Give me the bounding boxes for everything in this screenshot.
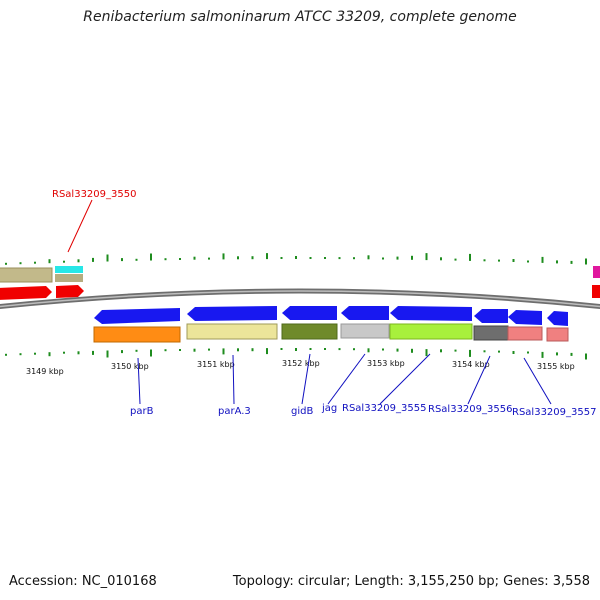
leader-line-parB xyxy=(137,357,141,405)
forward-cds-right xyxy=(592,285,600,298)
kbp-label: 3151 kbp xyxy=(197,360,235,369)
gene-label-RSal33209_3557[interactable]: RSal33209_3557 xyxy=(512,407,596,418)
map-title: Renibacterium salmoninarum ATCC 33209, c… xyxy=(83,9,517,25)
kbp-label: 3154 kbp xyxy=(452,360,490,369)
cog-bar-pink xyxy=(507,326,543,341)
kbp-label: 3153 kbp xyxy=(367,359,405,368)
kbp-label: 3149 kbp xyxy=(26,367,64,376)
gc-skew-ticks-inner xyxy=(5,348,587,360)
leader-line-3555 xyxy=(379,353,431,405)
leader-line-3550 xyxy=(67,199,93,253)
gene-label-RSal33209_3550[interactable]: RSal33209_3550 xyxy=(52,189,136,200)
leader-line-gidB xyxy=(301,353,311,405)
gene-label-gidB[interactable]: gidB xyxy=(291,406,313,417)
cog-bar-cyan-left xyxy=(55,266,83,273)
cog-bar-silver xyxy=(340,323,390,339)
gc-skew-ticks-outer xyxy=(5,253,587,265)
cog-bar-magenta-right xyxy=(593,266,600,278)
reverse-cds-3557 xyxy=(508,310,542,325)
forward-cds-left-2 xyxy=(56,285,84,298)
reverse-cds-gidB xyxy=(282,306,337,320)
gene-label-jag[interactable]: jag xyxy=(321,403,337,414)
cog-bar-olive-left xyxy=(0,267,53,283)
genome-backbone-highlight xyxy=(0,290,600,308)
kbp-label: 3150 kbp xyxy=(111,362,149,371)
reverse-cds-parA3 xyxy=(187,306,277,321)
leader-line-jag xyxy=(327,353,366,405)
reverse-cds-jag xyxy=(341,306,389,320)
gene-label-parB[interactable]: parB xyxy=(130,406,154,417)
accession-text: Accession: NC_010168 xyxy=(9,574,157,589)
cog-bar-darkgray xyxy=(473,325,509,341)
reverse-cds-3555 xyxy=(390,306,472,321)
leader-line-parA3 xyxy=(232,354,235,405)
gene-label-parA3[interactable]: parA.3 xyxy=(218,406,251,417)
reverse-cds-3556 xyxy=(474,309,508,323)
cog-bar-pink-right xyxy=(546,327,569,342)
gene-label-RSal33209_3556[interactable]: RSal33209_3556 xyxy=(428,404,512,415)
kbp-label: 3155 kbp xyxy=(537,362,575,371)
cog-bar-tan-left xyxy=(55,274,83,282)
reverse-cds-right xyxy=(547,311,568,326)
cog-bar-darkolive xyxy=(281,323,338,340)
kbp-label: 3152 kbp xyxy=(282,359,320,368)
gene-label-RSal33209_3555[interactable]: RSal33209_3555 xyxy=(342,403,426,414)
cog-bar-khaki xyxy=(186,323,278,340)
leader-line-3557 xyxy=(523,357,552,405)
forward-cds-left-1 xyxy=(0,286,52,300)
cog-bar-lime xyxy=(389,323,473,340)
cog-bar-orange xyxy=(93,326,181,343)
reverse-cds-parB xyxy=(94,308,180,324)
genome-summary-text: Topology: circular; Length: 3,155,250 bp… xyxy=(232,574,590,589)
leader-line-3556 xyxy=(467,355,491,405)
